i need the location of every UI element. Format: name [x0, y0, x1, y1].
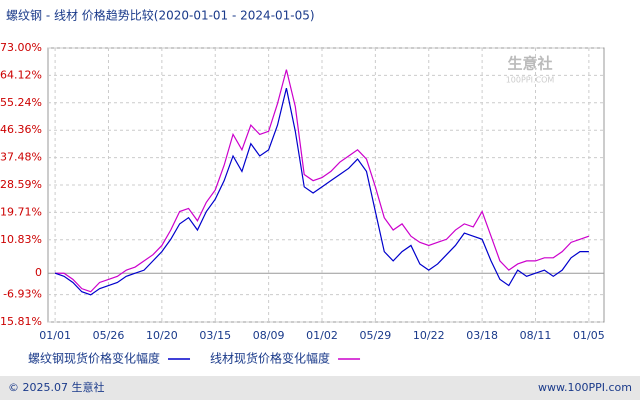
y-tick-label: 46.36% — [0, 123, 42, 136]
y-tick-label: 64.12% — [0, 68, 42, 81]
footer-right: www.100PPI.com — [538, 381, 632, 394]
y-tick-label: 28.59% — [0, 178, 42, 191]
x-tick-label: 05/26 — [93, 329, 125, 342]
y-tick-label: 0 — [35, 266, 42, 279]
y-tick-label: 55.24% — [0, 96, 42, 109]
watermark: 生意社 — [507, 55, 552, 73]
x-tick-label: 03/18 — [466, 329, 498, 342]
x-tick-label: 01/01 — [39, 329, 71, 342]
x-tick-label: 05/29 — [360, 329, 392, 342]
chart-title: 螺纹钢 - 线材 价格趋势比较(2020-01-01 - 2024-01-05) — [6, 8, 315, 23]
y-tick-label: -6.93% — [3, 288, 42, 301]
x-tick-label: 08/11 — [520, 329, 552, 342]
y-tick-label: 73.00% — [0, 41, 42, 54]
y-tick-label: -15.81% — [0, 315, 42, 328]
y-tick-label: 10.83% — [0, 233, 42, 246]
x-tick-label: 01/02 — [306, 329, 338, 342]
x-tick-label: 01/05 — [573, 329, 605, 342]
footer-left: © 2025.07 生意社 — [8, 380, 104, 394]
y-tick-label: 19.71% — [0, 205, 42, 218]
x-tick-label: 10/20 — [146, 329, 178, 342]
x-tick-label: 03/15 — [199, 329, 231, 342]
legend-label: 螺纹钢现货价格变化幅度 — [28, 351, 160, 366]
footer-bar — [0, 376, 640, 400]
series-line — [54, 87, 589, 296]
x-tick-label: 08/09 — [253, 329, 285, 342]
legend-label: 线材现货价格变化幅度 — [210, 351, 330, 366]
series-line — [55, 69, 590, 293]
y-tick-label: 37.48% — [0, 151, 42, 164]
watermark-sub: 100PPI.COM — [506, 76, 555, 85]
x-tick-label: 10/22 — [413, 329, 445, 342]
